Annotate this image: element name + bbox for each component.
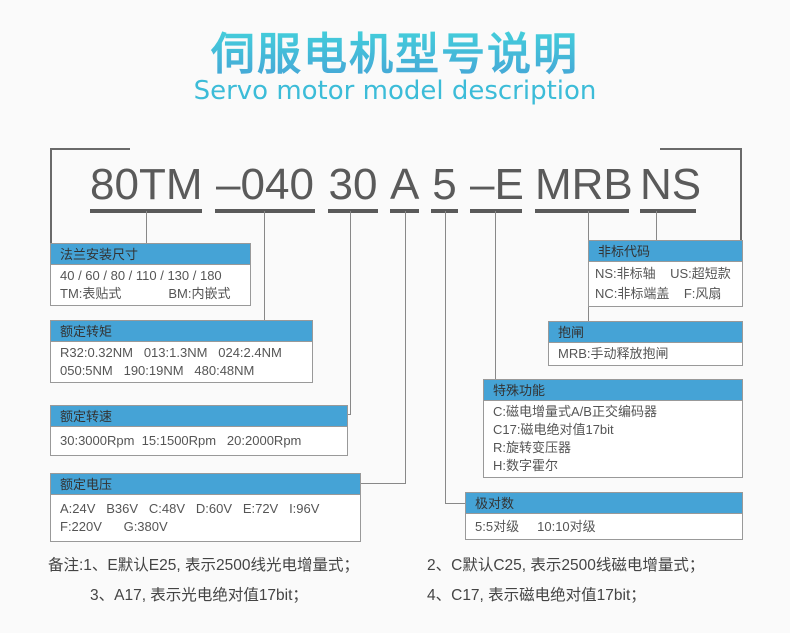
- page-title: 伺服电机型号说明: [0, 18, 790, 82]
- segment-poles: 5: [431, 163, 458, 213]
- bracket-left: [50, 148, 52, 261]
- note-3: 3、A17, 表示光电绝对值17bit；: [90, 587, 308, 604]
- box-header: 额定电压: [51, 474, 360, 495]
- non-standard-code-box: 非标代码 NS:非标轴 US:超短款 NC:非标端盖 F:风扇: [588, 240, 743, 307]
- box-line: C17:磁电绝对值17bit: [493, 422, 614, 437]
- box-line: R32:0.32NM 013:1.3NM 024:2.4NM: [60, 345, 282, 360]
- box-line: F:220V G:380V: [60, 519, 168, 534]
- segment-special: –E: [470, 163, 524, 213]
- flange-size-box: 法兰安装尺寸 40 / 60 / 80 / 110 / 130 / 180 TM:…: [50, 243, 251, 306]
- box-header: 非标代码: [589, 241, 742, 262]
- brake-box: 抱闸 MRB:手动释放抱闸: [548, 321, 743, 366]
- connector-speed: [350, 211, 351, 415]
- connector-nonstandard: [656, 211, 657, 240]
- note-1: 备注:1、E默认E25, 表示2500线光电增量式；: [48, 557, 359, 574]
- box-header: 特殊功能: [484, 380, 742, 401]
- box-line: R:旋转变压器: [493, 440, 572, 455]
- box-header: 抱闸: [549, 322, 742, 343]
- bracket-left-top: [50, 148, 130, 150]
- bracket-right-top: [660, 148, 742, 150]
- segment-brake: MRB: [535, 163, 633, 213]
- box-line: C:磁电增量式A/B正交编码器: [493, 404, 657, 419]
- segment-flange: 80TM: [90, 163, 202, 213]
- connector-torque: [264, 211, 265, 320]
- connector-poles-h: [445, 503, 465, 504]
- connector-flange: [146, 211, 147, 243]
- box-line: 40 / 60 / 80 / 110 / 130 / 180: [60, 268, 222, 283]
- box-line: MRB:手动释放抱闸: [558, 346, 669, 361]
- note-4: 4、C17, 表示磁电绝对值17bit；: [427, 587, 646, 604]
- connector-speed-h: [347, 414, 351, 415]
- box-line: 050:5NM 190:19NM 480:48NM: [60, 363, 255, 378]
- bracket-right: [740, 148, 742, 261]
- rated-speed-box: 额定转速 30:3000Rpm 15:1500Rpm 20:2000Rpm: [50, 405, 348, 456]
- segment-nonstandard: NS: [640, 163, 701, 213]
- box-line: H:数字霍尔: [493, 458, 559, 473]
- segment-voltage: A: [390, 163, 419, 213]
- rated-voltage-box: 额定电压 A:24V B36V C:48V D:60V E:72V I:96V F…: [50, 473, 361, 542]
- page-subtitle: Servo motor model description: [193, 76, 597, 106]
- box-line: A:24V B36V C:48V D:60V E:72V I:96V: [60, 501, 320, 516]
- segment-speed: 30: [328, 163, 378, 213]
- box-header: 额定转矩: [51, 321, 312, 342]
- box-line: 30:3000Rpm 15:1500Rpm 20:2000Rpm: [60, 433, 302, 448]
- rated-torque-box: 额定转矩 R32:0.32NM 013:1.3NM 024:2.4NM 050:5…: [50, 320, 313, 383]
- connector-voltage-h: [360, 483, 406, 484]
- connector-special: [495, 211, 496, 379]
- box-header: 法兰安装尺寸: [51, 244, 250, 265]
- box-header: 极对数: [466, 493, 742, 514]
- box-header: 额定转速: [51, 406, 347, 427]
- box-line: 5:5对级 10:10对级: [475, 519, 596, 534]
- segment-torque: –040: [215, 163, 315, 213]
- pole-pairs-box: 极对数 5:5对级 10:10对级: [465, 492, 743, 540]
- connector-voltage: [405, 211, 406, 484]
- box-line: NS:非标轴 US:超短款: [595, 266, 731, 281]
- box-line: NC:非标端盖 F:风扇: [595, 286, 722, 301]
- box-line: TM:表贴式 BM:内嵌式: [60, 286, 231, 301]
- special-function-box: 特殊功能 C:磁电增量式A/B正交编码器 C17:磁电绝对值17bit R:旋转变压…: [483, 379, 743, 478]
- note-2: 2、C默认C25, 表示2500线磁电增量式；: [427, 557, 705, 574]
- connector-poles: [445, 211, 446, 504]
